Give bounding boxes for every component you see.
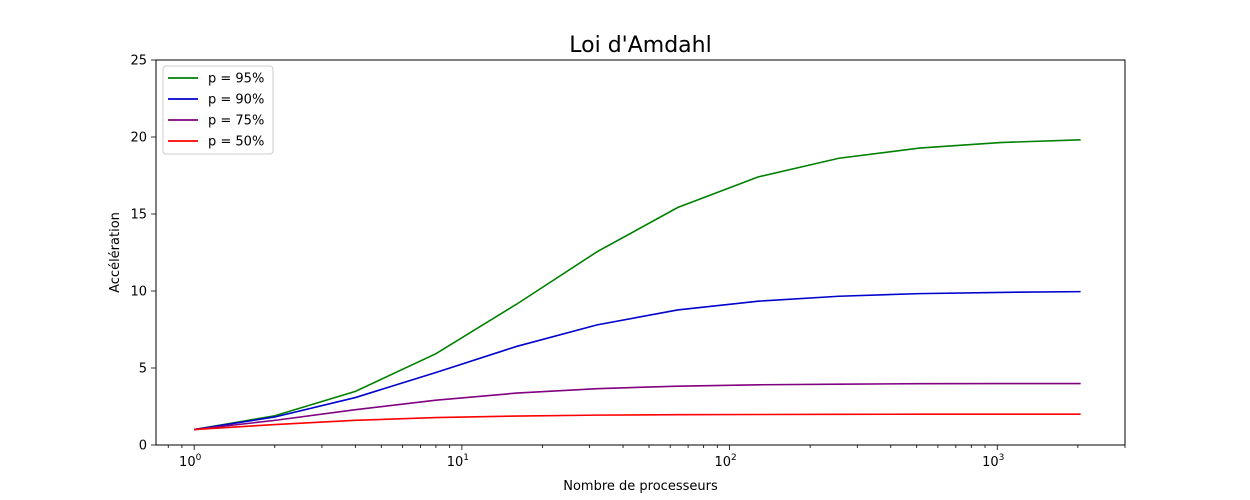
x-tick-label: 101 [447, 453, 469, 470]
legend-label: p = 50% [208, 135, 264, 150]
legend-label: p = 75% [208, 114, 264, 129]
series-line-3 [194, 382, 1081, 431]
x-tick-label: 103 [982, 453, 1004, 470]
y-axis-label: Accélération [108, 212, 123, 293]
legend-label: p = 90% [208, 93, 264, 108]
chart-title: Loi d'Amdahl [569, 33, 711, 58]
x-tick-label: 102 [714, 453, 736, 470]
y-tick-label: 10 [130, 285, 147, 300]
x-axis-ticks: 100 101 102 103 [167, 445, 1126, 470]
y-axis-ticks: 0 5 10 15 20 25 [130, 54, 156, 454]
series-line-2 [194, 290, 1081, 431]
x-tick-label: 100 [179, 453, 202, 470]
y-tick-label: 25 [130, 54, 147, 69]
series-layer [194, 138, 1081, 431]
y-tick-label: 20 [130, 131, 147, 146]
y-tick-label: 0 [139, 439, 147, 454]
y-tick-label: 15 [130, 208, 147, 223]
x-axis-label: Nombre de processeurs [563, 479, 718, 494]
plot-frame [155, 59, 1126, 446]
legend-box [162, 65, 274, 155]
y-tick-label: 5 [139, 362, 147, 377]
series-line-1 [194, 138, 1081, 431]
series-line-4 [194, 413, 1081, 431]
legend: p = 95% p = 90% p = 75% p = 50% [162, 65, 274, 155]
legend-label: p = 95% [208, 72, 264, 87]
